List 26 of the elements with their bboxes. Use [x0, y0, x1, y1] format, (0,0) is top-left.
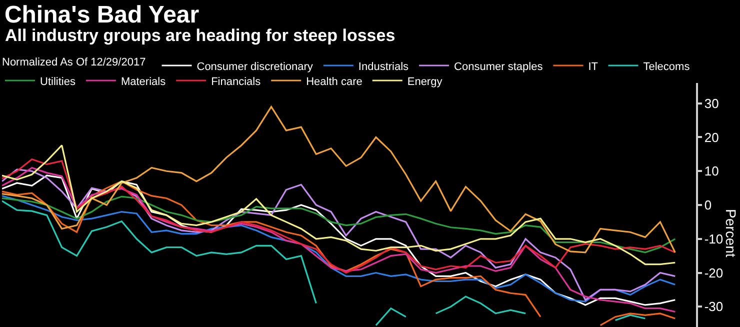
y-tick-label: 0: [704, 198, 712, 213]
y-axis-title: Percent: [723, 209, 740, 258]
line-series: [2, 106, 676, 254]
legend-label: IT: [588, 60, 598, 73]
legend-label: Health care: [306, 76, 362, 88]
y-tick-label: 20: [704, 130, 719, 145]
legend-label: Consumer staples: [454, 60, 544, 73]
line-series: [2, 158, 676, 274]
chart-subtitle: All industry groups are heading for steep losses: [5, 26, 396, 45]
y-tick-label: -30: [704, 299, 724, 314]
legend-label: Utilities: [40, 76, 76, 88]
y-tick-label: 30: [704, 96, 719, 111]
legend-label: Telecoms: [643, 60, 690, 73]
legend-label: Materials: [120, 76, 166, 88]
y-tick-label: 10: [704, 164, 719, 179]
legend-title: Normalized As Of 12/29/2017: [2, 56, 149, 68]
legend-label: Industrials: [358, 60, 410, 73]
line-series: [2, 144, 676, 266]
legend-label: Consumer discretionary: [196, 60, 314, 73]
line-series: [2, 196, 676, 254]
legend-label: Energy: [407, 76, 443, 88]
legend-label: Financials: [211, 76, 262, 88]
y-tick-label: -10: [704, 231, 724, 246]
chart-title: China's Bad Year: [4, 1, 200, 28]
y-tick-label: -20: [704, 265, 724, 280]
line-series: [2, 195, 676, 302]
